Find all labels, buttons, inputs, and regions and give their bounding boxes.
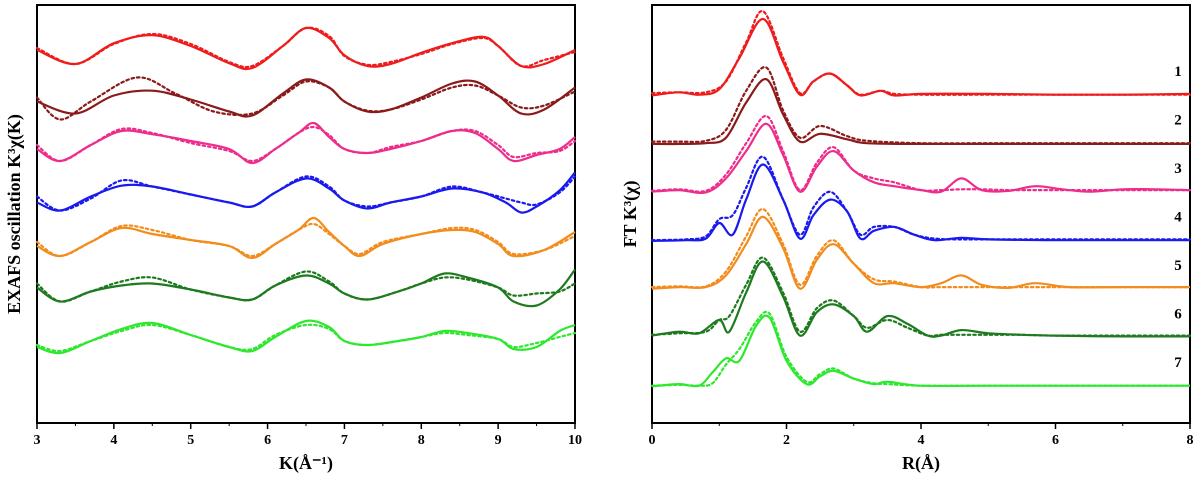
left-fit-line-1 [35, 26, 577, 69]
trace-label-7: 7 [1174, 355, 1182, 371]
left-experimental-line-4 [36, 171, 576, 214]
left-fit-line-4 [35, 175, 577, 212]
right-x-tick-label: 2 [783, 433, 790, 448]
left-experimental-line-5 [36, 216, 576, 260]
left-x-tick-label: 9 [495, 433, 502, 448]
left-plot-frame [36, 4, 576, 424]
trace-label-3: 3 [1174, 161, 1182, 177]
left-x-tick-label: 10 [568, 433, 582, 448]
left-fit-line-2 [35, 76, 577, 121]
left-x-tick-label: 7 [341, 433, 348, 448]
left-experimental-line-1 [36, 26, 576, 71]
right-x-axis-title: R(Å) [902, 453, 940, 474]
trace-label-4: 4 [1174, 210, 1182, 226]
left-experimental-line-2 [36, 78, 576, 118]
right-experimental-line-2 [651, 78, 1190, 146]
right-panel: 0 2 4 6 8 1 2 3 4 5 6 7 R(Å) FT K³(χ) [620, 4, 1194, 474]
trace-label-5: 5 [1174, 258, 1182, 274]
right-x-ticks: 0 2 4 6 8 [649, 423, 1194, 448]
right-x-tick-label: 4 [918, 433, 925, 448]
trace-label-6: 6 [1174, 307, 1182, 323]
right-experimental-line-4 [651, 163, 1190, 242]
right-x-tick-label: 8 [1187, 433, 1194, 448]
right-experimental-line-6 [651, 260, 1191, 338]
right-y-axis-title: FT K³(χ) [620, 181, 641, 248]
right-series-group [650, 10, 1192, 388]
trace-label-2: 2 [1174, 113, 1182, 129]
left-x-tick-label: 8 [418, 433, 425, 448]
right-experimental-line-7 [651, 314, 1190, 388]
left-x-ticks: 3 4 5 6 7 8 9 10 [34, 423, 582, 448]
trace-label-1: 1 [1174, 64, 1182, 80]
left-x-tick-label: 4 [110, 433, 117, 448]
left-experimental-line-3 [36, 121, 576, 165]
right-x-tick-label: 6 [1052, 433, 1059, 448]
left-x-axis-title: K(Å⁻¹) [279, 453, 333, 474]
left-x-tick-label: 6 [264, 433, 271, 448]
left-x-tick-label: 5 [187, 433, 194, 448]
right-x-tick-label: 0 [649, 433, 656, 448]
left-fit-line-5 [35, 222, 577, 258]
right-experimental-line-1 [651, 17, 1191, 97]
right-fit-line-5 [650, 208, 1192, 289]
left-fit-line-3 [35, 125, 577, 163]
right-experimental-line-3 [651, 122, 1191, 194]
left-y-axis-title: EXAFS oscillation K³χ(K) [4, 114, 25, 314]
left-x-tick-label: 3 [34, 433, 41, 448]
right-trace-labels: 1 2 3 4 5 6 7 [1174, 64, 1182, 371]
left-series-group [35, 26, 577, 355]
right-experimental-line-5 [651, 215, 1190, 290]
left-experimental-line-7 [36, 319, 576, 355]
right-fit-line-2 [650, 66, 1192, 145]
right-fit-line-7 [650, 310, 1192, 387]
right-fit-line-1 [650, 10, 1192, 96]
left-panel: 3 4 5 6 7 8 9 10 K(Å⁻¹) EXAFS oscillation K³χ(K… [4, 4, 582, 474]
left-experimental-line-6 [36, 268, 576, 308]
